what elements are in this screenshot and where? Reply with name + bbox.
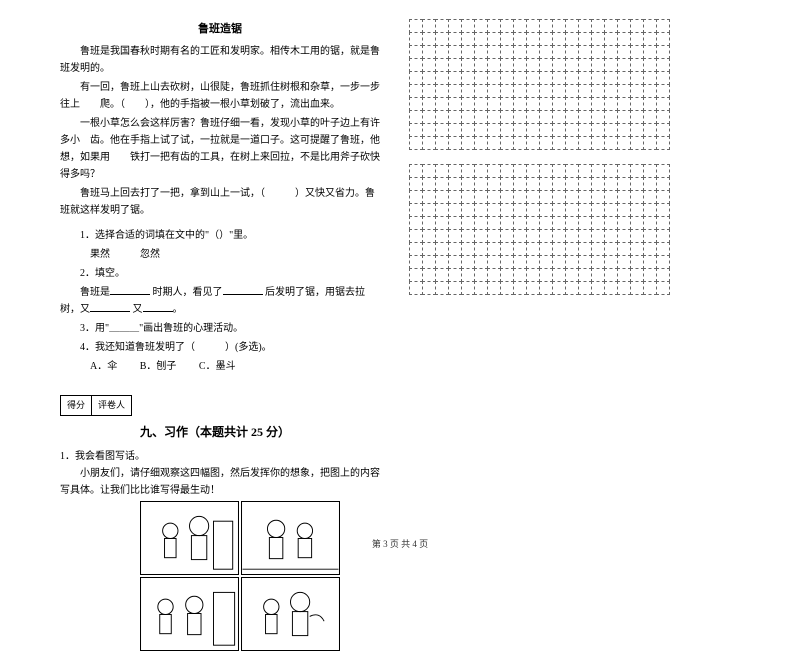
blank-field[interactable] [143,302,173,312]
score-label: 得分 [60,395,92,416]
q2-text-d: 又 [133,304,143,315]
choice-b: B．刨子 [140,358,177,375]
section-9-q1: 1．我会看图写话。 [60,448,380,465]
passage-title: 鲁班造锯 [60,20,380,39]
question-4: 4．我还知道鲁班发明了（ ）(多选)。 [60,339,380,356]
q2-text-b: 时期人，看见了 [153,287,223,298]
blank-field[interactable] [223,285,263,295]
left-column: 鲁班造锯 鲁班是我国春秋时期有名的工匠和发明家。相传木工用的锯，就是鲁班发明的。… [0,0,400,565]
writing-grid-2[interactable] [410,165,690,295]
comic-panel-4 [241,577,340,651]
right-column [400,0,800,565]
grader-label: 评卷人 [92,395,132,416]
score-box: 得分 评卷人 [60,395,380,416]
section-9-q1-text: 小朋友们，请仔细观察这四幅图，然后发挥你的想象，把图上的内容写具体。让我们比比谁… [60,465,380,499]
question-4-choices: A．伞 B．刨子 C．墨斗 [60,358,380,375]
passage-p1: 鲁班是我国春秋时期有名的工匠和发明家。相传木工用的锯，就是鲁班发明的。 [60,43,380,77]
question-1-choices: 果然 忽然 [60,246,380,263]
question-3: 3．用"＿＿＿"画出鲁班的心理活动。 [60,320,380,337]
q2-text-a: 鲁班是 [80,287,110,298]
page-footer: 第 3 页 共 4 页 [0,537,800,550]
writing-grid-1[interactable] [410,20,690,150]
blank-field[interactable] [110,285,150,295]
question-1: 1．选择合适的词填在文中的"（）"里。 [60,227,380,244]
page-container: 鲁班造锯 鲁班是我国春秋时期有名的工匠和发明家。相传木工用的锯，就是鲁班发明的。… [0,0,800,565]
question-2-fill: 鲁班是 时期人，看见了 后发明了锯，用锯去拉树，又 又。 [60,284,380,318]
passage-p2: 有一回，鲁班上山去砍树，山很陡，鲁班抓住树根和杂草，一步一步往上 爬。（ ），他… [60,79,380,113]
question-2: 2．填空。 [60,265,380,282]
passage-p4: 鲁班马上回去打了一把，拿到山上一试，（ ）又快又省力。鲁班就这样发明了锯。 [60,185,380,219]
choice-a: A．伞 [90,358,117,375]
comic-panel-3 [140,577,239,651]
passage-p3: 一根小草怎么会这样厉害？鲁班仔细一看，发现小草的叶子边上有许多小 齿。他在手指上… [60,115,380,183]
comic-grid [140,501,340,651]
blank-field[interactable] [90,302,130,312]
q2-text-e: 。 [173,304,183,315]
section-9-title: 九、习作（本题共计 25 分） [60,422,380,442]
choice-c: C．墨斗 [199,358,236,375]
